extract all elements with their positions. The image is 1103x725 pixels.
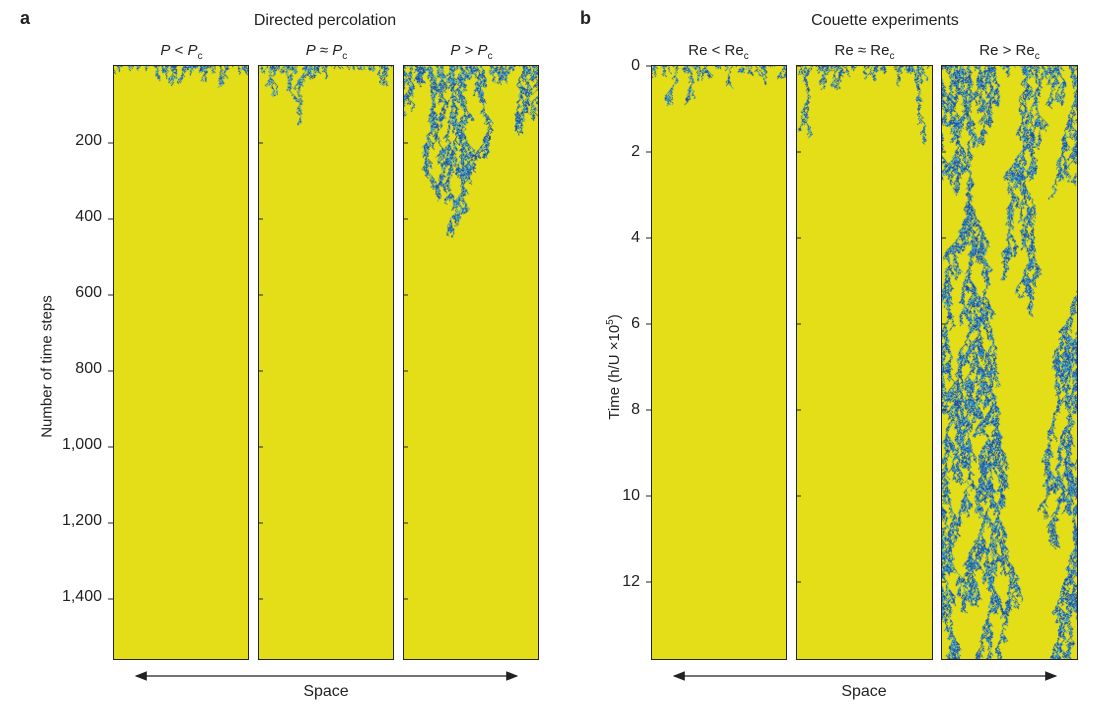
pattern-canvas xyxy=(259,66,393,659)
y-tick-label: 1,000 xyxy=(61,436,102,453)
x-axis-label-b: Space xyxy=(841,683,887,700)
pattern-canvas xyxy=(797,66,932,659)
y-axis-title-a: Number of time steps xyxy=(38,295,56,438)
column-label-p-approx: P ≈ Pc xyxy=(305,42,348,62)
panel-a-letter: a xyxy=(20,8,31,28)
y-tick-label: 12 xyxy=(622,573,640,590)
plot-couette-critical xyxy=(796,65,933,660)
column-label-re-greater: Re > Rec xyxy=(979,42,1040,62)
pattern-canvas xyxy=(652,66,786,659)
pattern-canvas xyxy=(114,66,248,659)
y-tick-label: 10 xyxy=(622,487,640,504)
plot-dp-critical xyxy=(258,65,394,660)
pattern-canvas xyxy=(404,66,538,659)
y-tick-label: 8 xyxy=(631,401,640,418)
column-label-re-approx: Re ≈ Rec xyxy=(834,42,895,62)
y-axis-title-b: Time (h/U ×105) xyxy=(605,314,623,420)
y-tick-label: 1,400 xyxy=(61,588,102,605)
column-label-p-greater: P > Pc xyxy=(450,42,493,62)
y-tick-label: 600 xyxy=(75,284,102,301)
y-tick-label: 800 xyxy=(75,360,102,377)
pattern-canvas xyxy=(942,66,1077,659)
y-tick-label: 2 xyxy=(631,143,640,160)
x-axis-label-a: Space xyxy=(303,683,349,700)
y-tick-label: 6 xyxy=(631,315,640,332)
panel-a-title: Directed percolation xyxy=(253,12,397,29)
column-label-re-less: Re < Rec xyxy=(688,42,749,62)
y-tick-label: 400 xyxy=(75,208,102,225)
y-tick-label: 4 xyxy=(631,229,640,246)
y-tick-label: 0 xyxy=(631,57,640,74)
plot-couette-supercritical xyxy=(941,65,1078,660)
panel-b-title: Couette experiments xyxy=(811,12,959,29)
y-tick-label: 1,200 xyxy=(61,512,102,529)
plot-dp-supercritical xyxy=(403,65,539,660)
column-label-p-less: P < Pc xyxy=(160,42,203,62)
panel-b-letter: b xyxy=(580,8,591,28)
plot-couette-subcritical xyxy=(651,65,787,660)
plot-dp-subcritical xyxy=(113,65,249,660)
y-tick-label: 200 xyxy=(75,132,102,149)
